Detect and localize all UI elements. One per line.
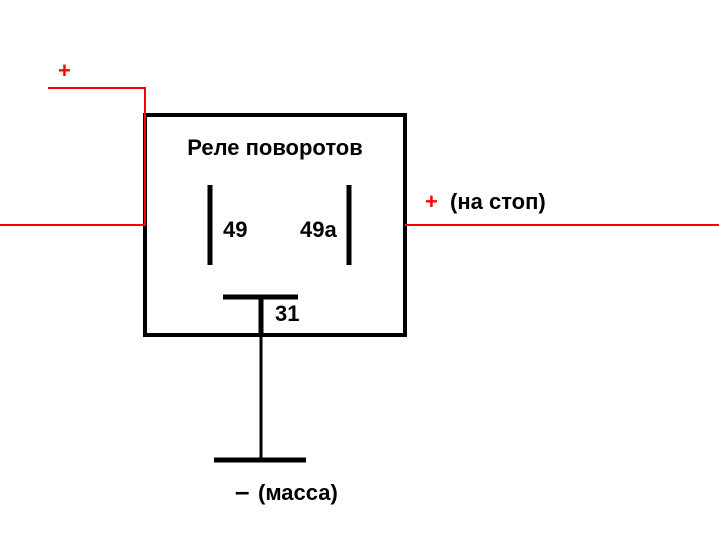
wire-plus-in-label: +	[58, 58, 71, 83]
terminal-31-label: 31	[275, 301, 299, 326]
ground-desc: (масса)	[258, 480, 338, 505]
ground-minus-label: –	[235, 476, 249, 506]
wire-plus-out-desc: (на стоп)	[450, 189, 546, 214]
wire-plus-in	[0, 88, 145, 225]
terminal-49-label: 49	[223, 217, 247, 242]
terminal-49a-label: 49а	[300, 217, 337, 242]
relay-title: Реле поворотов	[187, 135, 363, 160]
wire-plus-out-plus-label: +	[425, 189, 438, 214]
